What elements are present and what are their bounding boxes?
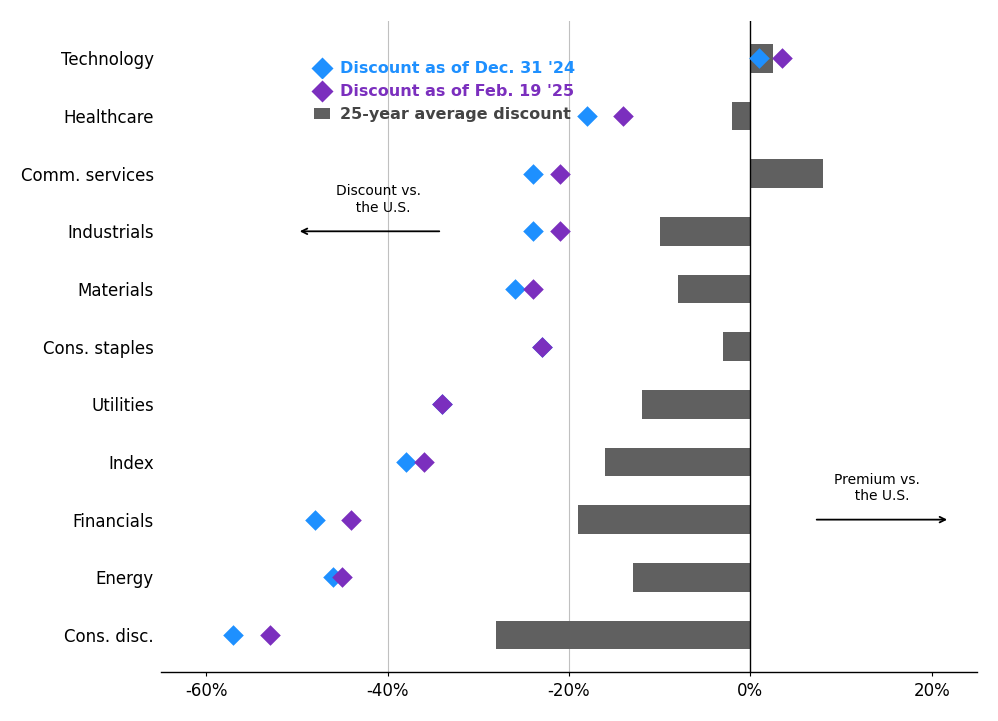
Point (616, 110, 632, 122)
Point (416, 456, 432, 468)
Bar (750, 44, 773, 73)
Legend: Discount as of Dec. 31 '24, Discount as of Feb. 19 '25, 25-year average discount: Discount as of Dec. 31 '24, Discount as … (307, 55, 581, 128)
Point (507, 283, 523, 295)
Point (343, 514, 359, 526)
Point (261, 629, 277, 641)
Point (325, 572, 341, 583)
Point (534, 341, 550, 353)
Bar (724, 332, 750, 361)
Bar (496, 621, 750, 650)
Bar (642, 390, 750, 419)
Bar (660, 217, 750, 246)
Point (525, 226, 541, 237)
Point (751, 53, 767, 64)
Point (525, 168, 541, 180)
Point (334, 572, 350, 583)
Point (774, 53, 790, 64)
Point (307, 514, 323, 526)
Point (434, 399, 450, 410)
Text: Discount vs.
  the U.S.: Discount vs. the U.S. (336, 185, 421, 215)
Point (525, 283, 541, 295)
Point (552, 226, 568, 237)
Point (434, 399, 450, 410)
Bar (633, 563, 750, 592)
Text: Premium vs.
  the U.S.: Premium vs. the U.S. (834, 473, 920, 503)
Bar (750, 159, 823, 188)
Bar (733, 102, 750, 131)
Bar (606, 448, 750, 477)
Point (226, 629, 242, 641)
Bar (678, 275, 750, 304)
Point (534, 341, 550, 353)
Point (579, 110, 595, 122)
Point (398, 456, 414, 468)
Bar (578, 505, 750, 534)
Point (552, 168, 568, 180)
